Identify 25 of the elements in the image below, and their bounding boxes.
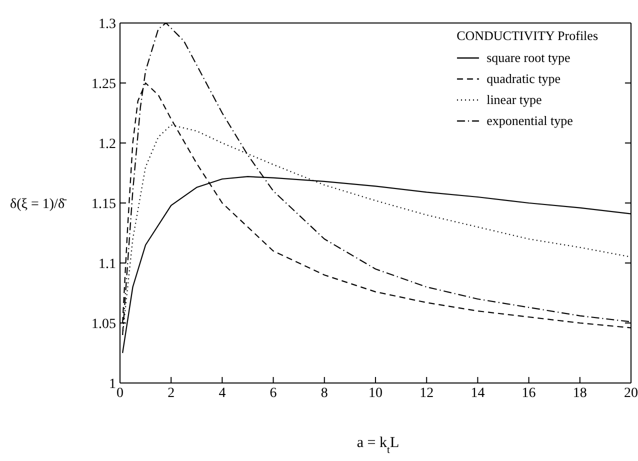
x-tick-label: 2 [168,386,175,401]
y-tick-label: 1.2 [98,136,116,152]
legend-title: CONDUCTIVITY Profiles [456,28,598,44]
y-tick-label: 1.25 [92,76,116,92]
x-tick-label: 14 [470,386,485,401]
x-tick-label: 12 [420,386,434,401]
legend-label: exponential type [486,113,573,129]
y-tick-label: 1.1 [98,256,116,272]
x-tick-label: 4 [218,386,226,401]
x-tick-label: 8 [320,386,328,401]
legend-label: linear type [486,92,542,108]
y-tick-label: 1.05 [92,316,116,332]
y-axis-title: δ(ξ = 1)/δ̄ [10,197,68,212]
x-tick-label: 10 [368,386,382,401]
x-tick-label: 18 [572,386,587,401]
x-axis-title: a = k$_{t}$L [356,435,400,456]
x-tick-label: 0 [116,386,124,401]
y-tick-label: 1.3 [98,16,116,32]
y-tick-label: 1 [109,376,116,392]
y-tick-label: 1.15 [92,196,116,212]
x-tick-label: 16 [522,386,536,401]
x-tick-label: 20 [624,386,638,401]
legend-label: quadratic type [486,71,561,87]
x-tick-label: 6 [270,386,277,401]
legend-label: square root type [486,50,570,66]
